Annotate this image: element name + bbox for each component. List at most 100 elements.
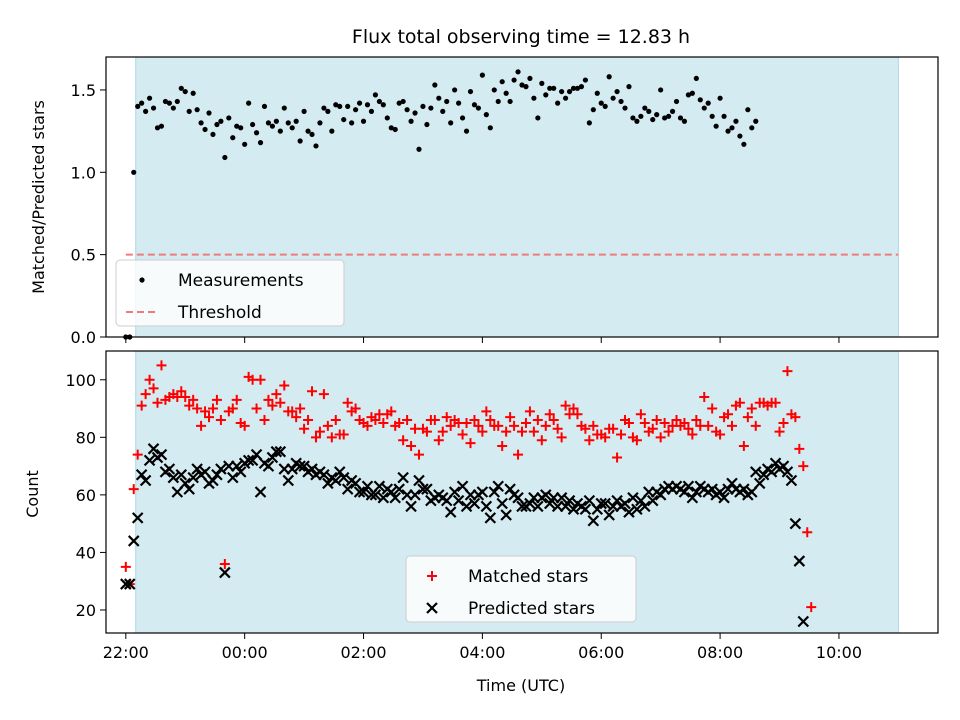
data-point: [362, 420, 373, 431]
data-point: [492, 480, 505, 493]
data-point: [408, 118, 414, 124]
data-point: [295, 403, 306, 414]
data-point: [491, 87, 497, 93]
data-point: [794, 443, 805, 454]
data-point: [376, 98, 382, 105]
ratio-panel: 0.0 0.5 1.0 1.5 Measurements Threshold: [71, 56, 939, 347]
data-point: [599, 497, 611, 510]
series-matched-stars: [120, 360, 817, 613]
data-point: [163, 463, 176, 475]
data-point: [162, 98, 169, 105]
data-point: [651, 415, 662, 426]
data-point: [631, 503, 643, 516]
data-point: [509, 420, 520, 431]
data-point: [528, 426, 539, 437]
data-point: [211, 468, 223, 481]
data-point: [562, 95, 569, 101]
data-point: [421, 426, 432, 437]
data-point: [590, 107, 596, 113]
legend-box: [115, 259, 345, 327]
data-point: [246, 100, 252, 106]
data-point: [341, 483, 354, 495]
data-point: [463, 128, 470, 134]
axes-frame: [105, 56, 939, 338]
data-point: [689, 90, 695, 96]
data-point: [131, 512, 144, 524]
data-point: [420, 103, 426, 110]
data-point: [517, 426, 527, 437]
y-tick-label: 0.0: [71, 328, 96, 347]
data-point: [353, 486, 366, 498]
ratio-y-axis-label: Matched/Predicted stars: [29, 100, 48, 294]
data-point: [322, 420, 333, 431]
data-point: [148, 383, 159, 394]
data-point: [378, 417, 389, 428]
data-point: [559, 88, 565, 95]
data-point: [234, 123, 240, 129]
data-point: [591, 503, 604, 516]
data-point: [488, 486, 501, 498]
data-point: [388, 125, 394, 131]
y-tick-label: 20: [76, 601, 96, 620]
data-point: [143, 108, 149, 114]
data-point: [623, 417, 634, 428]
data-point: [325, 108, 331, 114]
data-point: [433, 435, 444, 446]
data-point: [135, 103, 141, 110]
data-point: [204, 412, 215, 423]
data-point: [563, 494, 576, 507]
data-point: [269, 123, 275, 129]
data-point: [500, 509, 512, 521]
data-point: [341, 116, 347, 123]
data-point: [638, 113, 644, 119]
legend-label: Predicted stars: [468, 599, 595, 619]
data-point: [146, 95, 153, 101]
data-point: [166, 100, 172, 106]
data-point: [568, 403, 579, 414]
data-point: [560, 400, 571, 411]
data-point: [270, 445, 283, 458]
data-point: [333, 102, 339, 108]
data-point: [634, 118, 640, 124]
data-point: [131, 169, 137, 175]
data-point: [136, 400, 147, 411]
data-point: [539, 489, 552, 501]
data-point: [572, 409, 583, 420]
data-point: [405, 500, 417, 513]
data-point: [263, 394, 274, 405]
data-point: [187, 471, 199, 484]
data-point: [612, 452, 623, 463]
data-point: [230, 460, 243, 472]
data-point: [321, 105, 327, 111]
data-point: [322, 477, 334, 490]
data-point: [782, 366, 793, 377]
data-point: [188, 394, 199, 405]
data-point: [802, 527, 813, 538]
data-point: [273, 118, 279, 124]
data-point: [603, 509, 615, 521]
data-point: [548, 415, 559, 426]
data-point: [582, 77, 588, 83]
data-point: [444, 98, 450, 105]
data-point: [683, 423, 694, 434]
data-point: [309, 131, 315, 138]
data-point: [156, 360, 167, 371]
data-point: [314, 426, 325, 437]
data-point: [342, 397, 353, 408]
data-point: [170, 105, 176, 111]
data-point: [737, 133, 743, 139]
data-point: [806, 602, 817, 613]
data-point: [769, 457, 782, 470]
data-point: [289, 125, 295, 131]
axes-frame: [105, 350, 939, 634]
data-point: [495, 98, 501, 105]
data-point: [285, 120, 291, 126]
data-point: [373, 480, 386, 493]
data-point: [555, 100, 561, 106]
data-point: [475, 105, 482, 111]
data-point: [785, 474, 798, 487]
data-point: [345, 103, 351, 110]
data-point: [432, 82, 438, 88]
data-point: [574, 85, 581, 91]
data-point: [659, 417, 670, 428]
